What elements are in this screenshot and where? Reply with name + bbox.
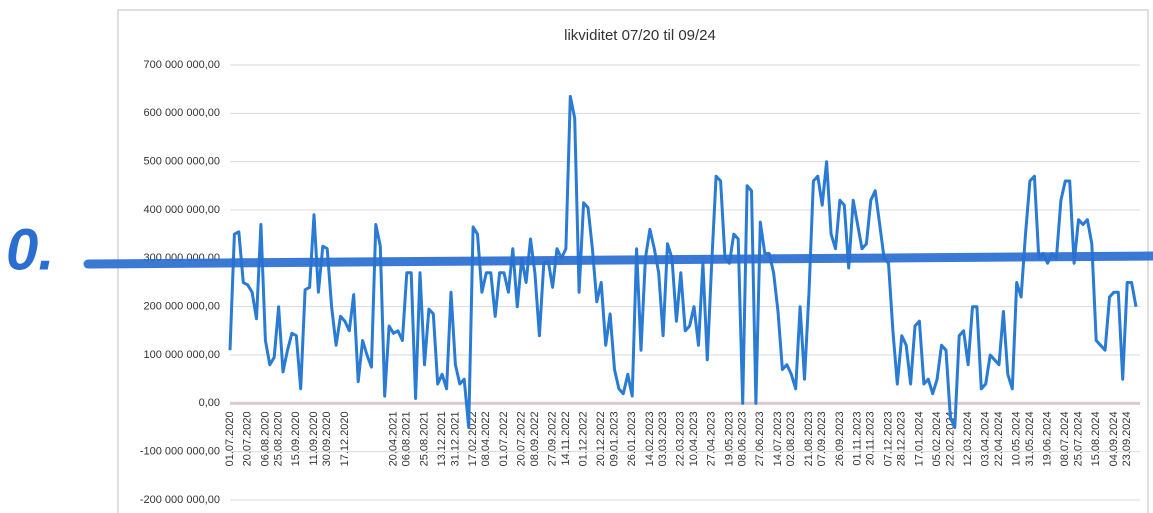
x-tick-label: 27.06.2023 (754, 411, 766, 466)
x-tick-label: 27.04.2023 (706, 411, 718, 466)
x-tick-label: 26.01.2023 (626, 411, 638, 466)
y-tick-label: 400 000 000,00 (144, 204, 220, 216)
x-tick-label: 26.09.2023 (834, 411, 846, 466)
hand-drawn-line (83, 251, 1153, 269)
x-tick-label: 19.05.2023 (723, 411, 735, 466)
x-tick-label: 05.02.2024 (931, 411, 943, 466)
x-tick-label: 22.03.2023 (675, 411, 687, 466)
chart-title: likviditet 07/20 til 09/24 (564, 27, 716, 44)
x-tick-label: 17.01.2024 (913, 411, 925, 466)
x-tick-label: 23.09.2024 (1121, 411, 1133, 466)
x-tick-label: 30.09.2020 (321, 411, 333, 466)
x-tick-label: 19.06.2024 (1042, 411, 1054, 466)
x-tick-label: 20.07.2022 (516, 411, 528, 466)
x-tick-label: 20.12.2022 (595, 411, 607, 466)
data-line (228, 94, 1138, 429)
x-tick-label: 10.04.2023 (688, 411, 700, 466)
x-tick-label: 12.03.2024 (962, 411, 974, 466)
annotation: 0. (6, 217, 54, 282)
x-tick-label: 25.08.2021 (418, 411, 430, 466)
x-tick-label: 07.12.2023 (882, 411, 894, 466)
x-tick-label: 07.09.2023 (816, 411, 828, 466)
x-tick-label: 14.07.2023 (772, 411, 784, 466)
x-tick-label: 03.03.2023 (657, 411, 669, 466)
x-tick-label: 21.08.2023 (803, 411, 815, 466)
y-tick-label: 100 000 000,00 (144, 349, 220, 361)
x-tick-label: 31.12.2021 (449, 411, 461, 466)
x-tick-label: 01.07.2022 (498, 411, 510, 466)
x-tick-label: 17.12.2020 (339, 411, 351, 466)
y-tick-label: 0,00 (199, 397, 220, 409)
x-tick-label: 03.04.2024 (980, 411, 992, 466)
y-tick-label: 700 000 000,00 (144, 59, 220, 71)
x-tick-label: 01.07.2020 (224, 411, 236, 466)
x-tick-label: 27.09.2022 (547, 411, 559, 466)
y-tick-label: 600 000 000,00 (144, 107, 220, 119)
x-tick-label: 14.11.2022 (560, 411, 572, 465)
x-tick-label: 31.05.2024 (1024, 411, 1036, 466)
x-tick-label: 01.12.2022 (577, 411, 589, 466)
x-tick-label: 08.06.2023 (737, 411, 749, 466)
x-tick-label: 08.09.2022 (529, 411, 541, 466)
x-tick-label: 10.05.2024 (1011, 411, 1023, 466)
x-tick-label: 25.07.2024 (1072, 411, 1084, 466)
x-tick-label: 25.08.2020 (273, 411, 285, 466)
x-tick-label: 20.11.2023 (865, 411, 877, 465)
x-tick-label: 11.09.2020 (308, 411, 320, 465)
y-tick-label: -100 000 000,00 (140, 446, 220, 458)
y-tick-label: -200 000 000,00 (140, 494, 220, 506)
x-tick-label: 28.12.2023 (896, 411, 908, 466)
x-tick-label: 01.11.2023 (851, 411, 863, 465)
y-tick-label: 200 000 000,00 (144, 301, 220, 313)
x-tick-label: 20.07.2020 (242, 411, 254, 466)
x-tick-label: 08.04.2022 (480, 411, 492, 466)
x-tick-label: 20.04.2021 (387, 411, 399, 466)
x-tick-label: 06.08.2021 (401, 411, 413, 466)
x-tick-label: 04.09.2024 (1108, 411, 1120, 466)
x-tick-label: 02.08.2023 (785, 411, 797, 466)
x-tick-label: 22.04.2024 (993, 411, 1005, 466)
y-tick-label: 500 000 000,00 (144, 156, 220, 168)
x-tick-label: 08.07.2024 (1059, 411, 1071, 466)
x-tick-label: 06.08.2020 (259, 411, 271, 466)
x-tick-label: 09.01.2023 (608, 411, 620, 466)
x-tick-label: 14.02.2023 (644, 411, 656, 466)
x-tick-label: 13.12.2021 (436, 411, 448, 466)
x-tick-label: 15.09.2020 (290, 411, 302, 466)
x-tick-label: 15.08.2024 (1090, 411, 1102, 466)
